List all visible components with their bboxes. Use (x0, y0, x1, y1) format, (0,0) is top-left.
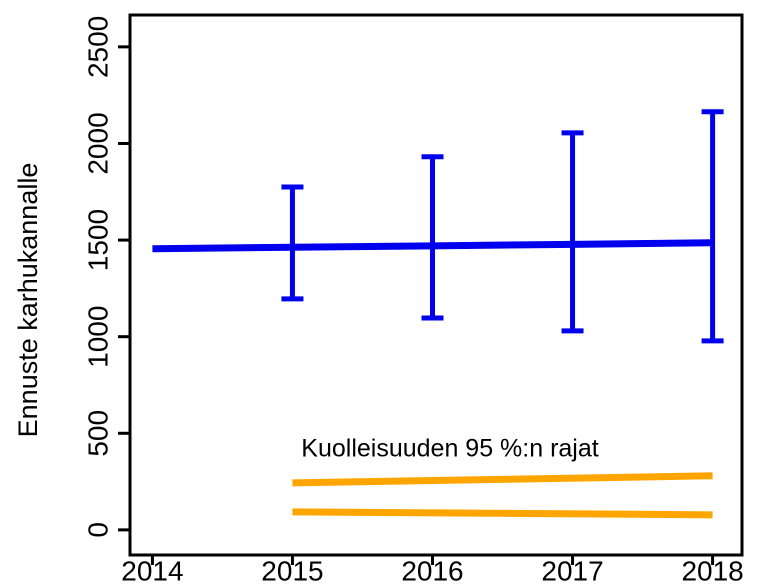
x-tick-label: 2015 (261, 555, 323, 586)
y-tick-label: 1000 (82, 306, 113, 368)
y-tick-label: 2000 (82, 112, 113, 174)
series-line (292, 508, 713, 519)
y-tick-label: 1500 (82, 209, 113, 271)
x-tick-label: 2017 (541, 555, 603, 586)
annotation: Kuolleisuuden 95 %:n rajat (301, 435, 598, 463)
y-tick-label: 500 (82, 410, 113, 457)
series-line (152, 239, 713, 253)
x-tick-label: 2016 (401, 555, 463, 586)
y-tick-label: 0 (82, 522, 113, 538)
x-tick-label: 2014 (121, 555, 183, 586)
plot-frame (128, 13, 744, 557)
y-axis-label: Ennuste karhukannalle (13, 163, 43, 438)
y-tick-label: 2500 (82, 16, 113, 78)
x-tick-label: 2018 (681, 555, 743, 586)
series-line (292, 472, 713, 487)
